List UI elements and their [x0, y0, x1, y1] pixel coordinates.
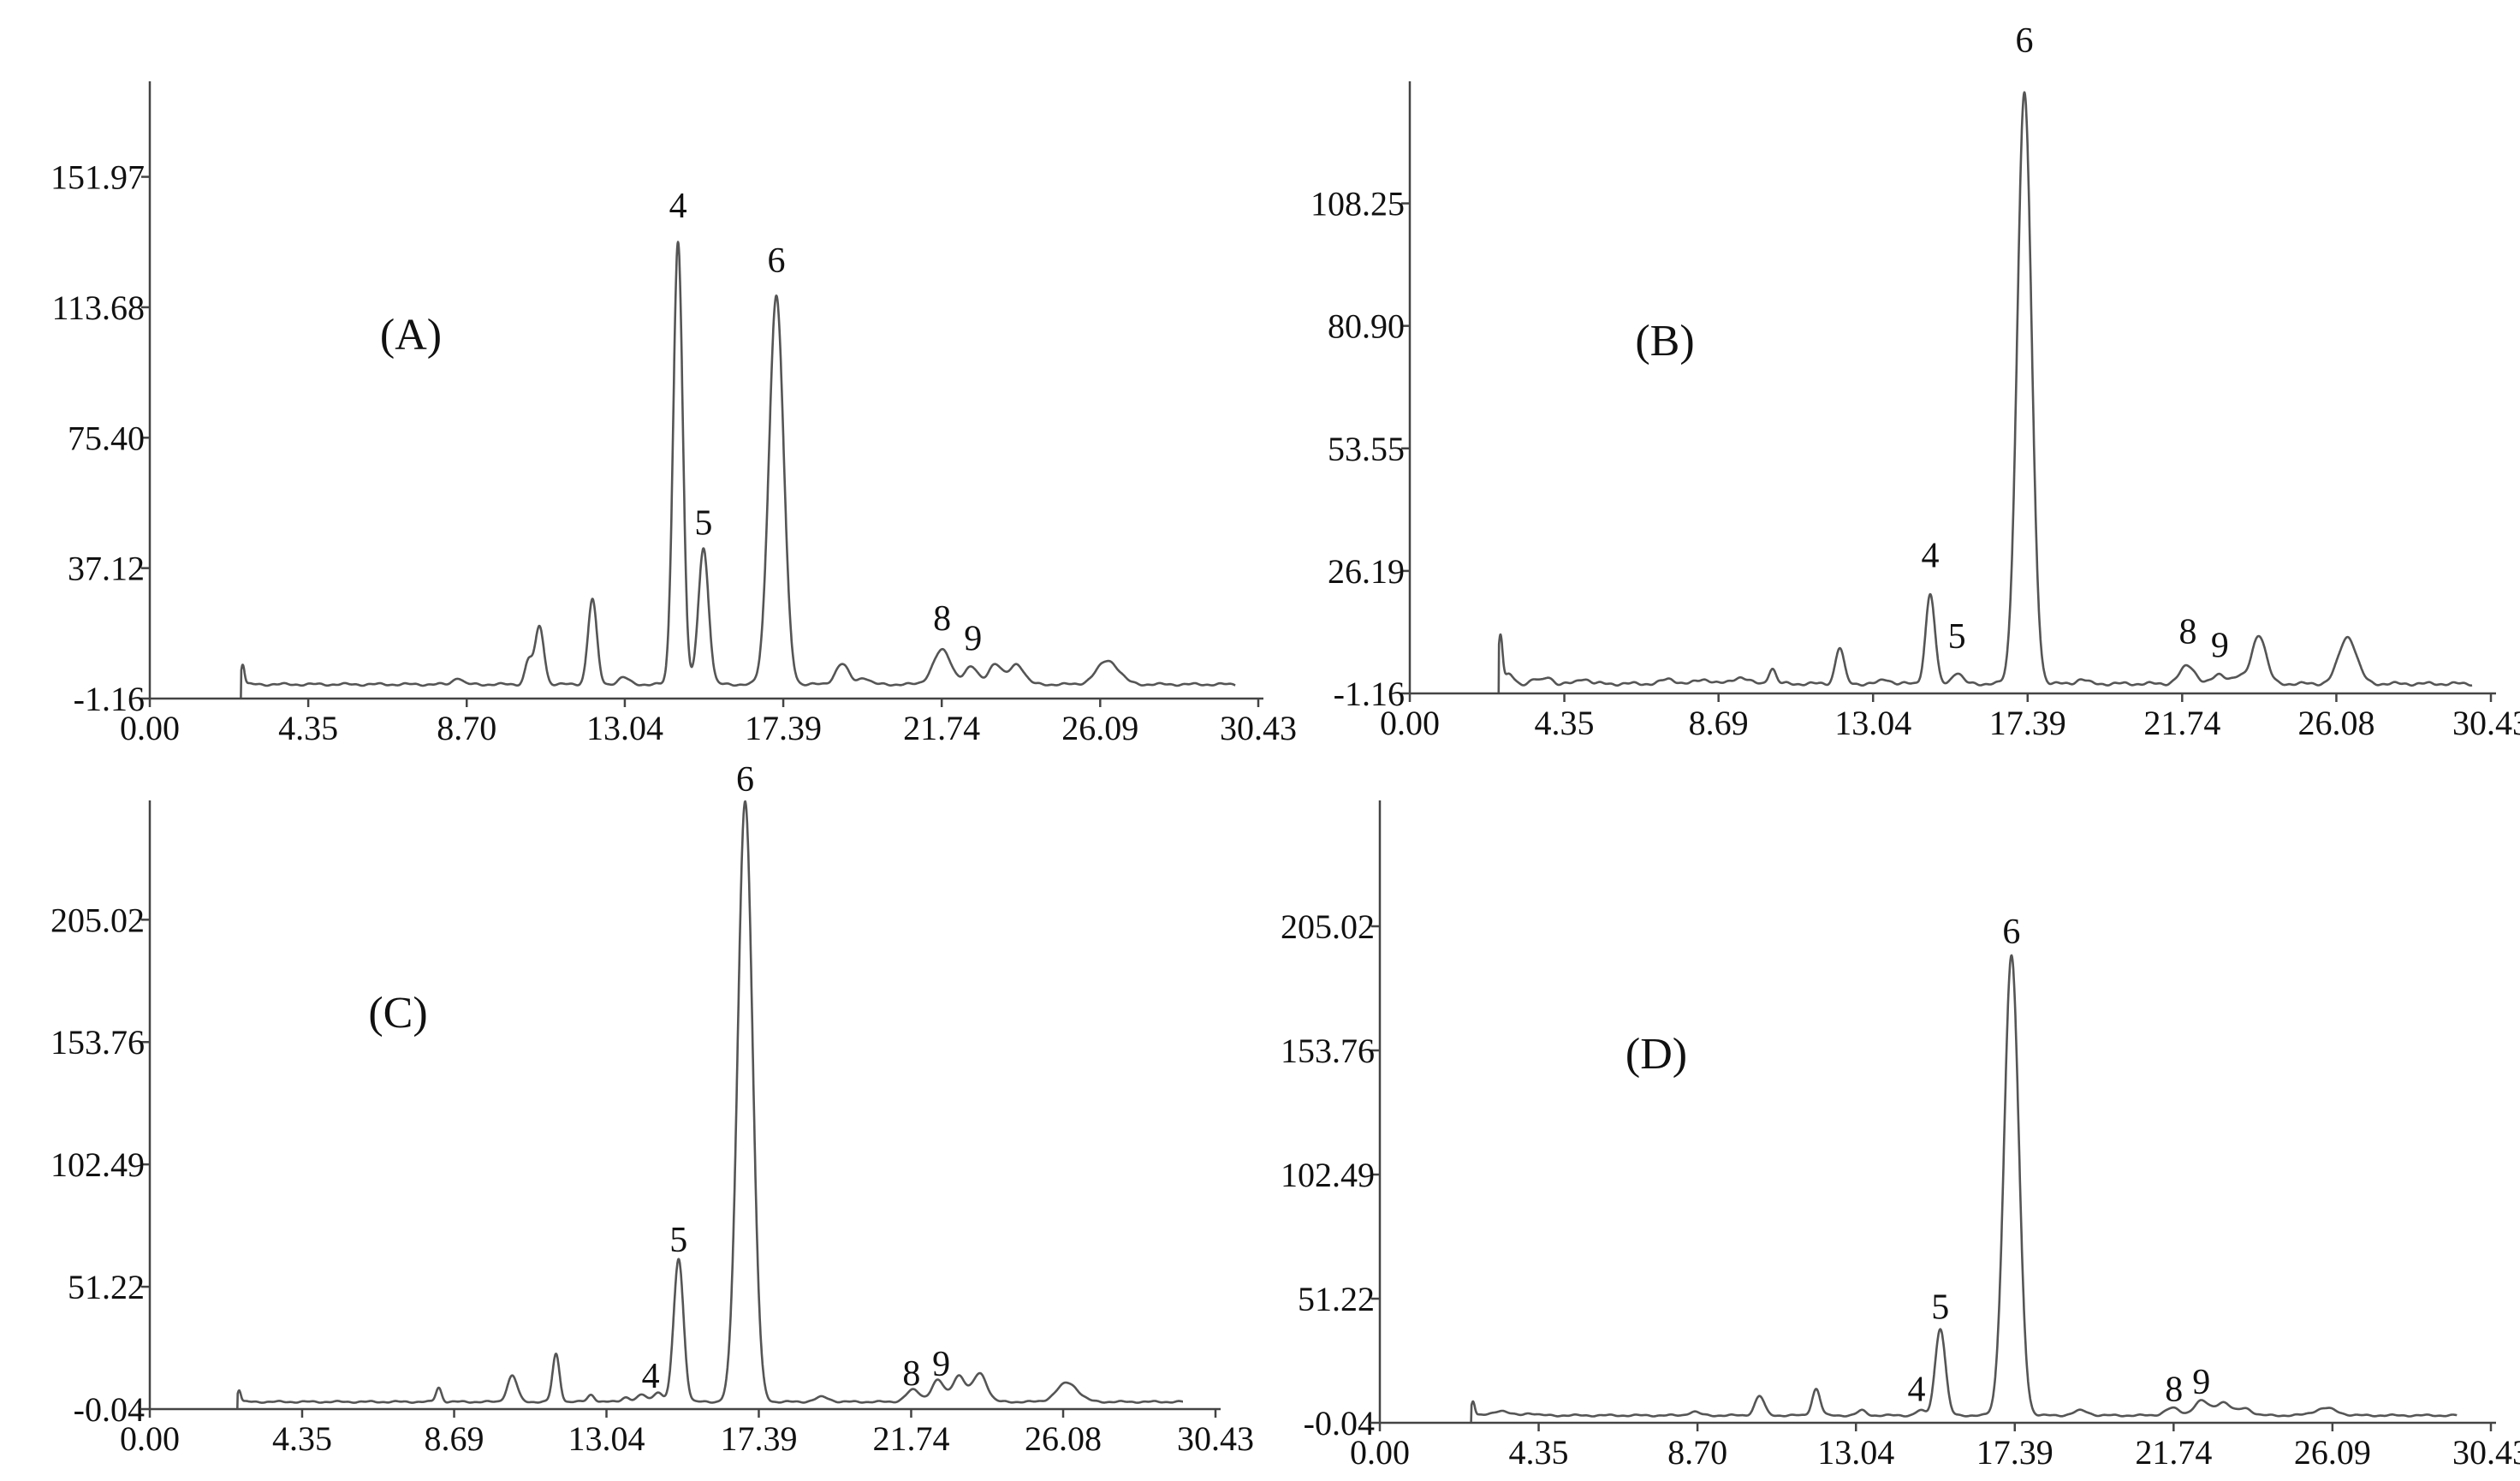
peak-label: 8 — [2165, 1370, 2183, 1409]
peak-label: 6 — [767, 241, 785, 281]
chromatogram-trace-c — [236, 800, 1184, 1409]
x-tick-label: 21.74 — [872, 1419, 949, 1458]
x-tick-label: 17.39 — [720, 1419, 797, 1458]
peak-label: 5 — [1948, 617, 1966, 657]
x-tick-label: 0.00 — [120, 709, 180, 747]
x-tick-label: 0.00 — [1380, 704, 1440, 742]
peak-label: 9 — [2192, 1363, 2210, 1402]
x-tick-label: 21.74 — [2143, 704, 2220, 742]
x-tick-label: 26.09 — [1061, 709, 1138, 747]
x-tick-label: 30.43 — [2452, 704, 2520, 742]
x-tick-label: 26.09 — [2294, 1433, 2371, 1472]
y-tick-label: 205.02 — [1281, 907, 1375, 946]
y-tick-label: 75.40 — [68, 419, 145, 457]
panel-label-c: (C) — [368, 989, 427, 1038]
x-tick-label: 8.70 — [1667, 1433, 1727, 1472]
y-tick-label: 51.22 — [68, 1268, 145, 1306]
y-tick-label: -1.16 — [1334, 675, 1405, 713]
x-tick-label: 30.43 — [1177, 1419, 1254, 1458]
x-tick-label: 30.43 — [1220, 709, 1297, 747]
x-tick-label: 13.04 — [1834, 704, 1911, 742]
peak-label: 4 — [1908, 1370, 1926, 1409]
peak-label: 6 — [2016, 21, 2034, 61]
y-tick-label: 37.12 — [68, 550, 145, 588]
peak-label: 8 — [2178, 613, 2196, 652]
y-tick-label: 80.90 — [1328, 307, 1405, 346]
chromatogram-panel-b: 0.00 4.35 8.69 13.04 17.39 21.74 26.08 30.43 -1.… — [1311, 21, 2520, 742]
x-tick-label: 8.70 — [437, 709, 496, 747]
panel-label-a: (A) — [380, 311, 442, 360]
x-tick-label: 8.69 — [425, 1419, 484, 1458]
y-tick-label: 153.76 — [1281, 1032, 1375, 1070]
chromatogram-trace-d — [1470, 954, 2458, 1423]
x-tick-label: 17.39 — [745, 709, 822, 747]
x-tick-label: 13.04 — [1817, 1433, 1894, 1472]
peak-label: 4 — [642, 1357, 660, 1396]
panel-label-d: (D) — [1626, 1030, 1687, 1079]
chromatogram-trace-b — [1497, 91, 2473, 693]
x-tick-label: 4.35 — [272, 1419, 332, 1458]
x-tick-label: 0.00 — [120, 1419, 180, 1458]
peak-label: 6 — [736, 760, 754, 800]
y-tick-label: -0.04 — [1304, 1404, 1375, 1442]
y-tick-label: 102.49 — [51, 1145, 145, 1184]
x-tick-label: 21.74 — [2135, 1433, 2212, 1472]
y-tick-label: 151.97 — [51, 158, 145, 197]
x-tick-label: 4.35 — [1535, 704, 1595, 742]
peak-label: 6 — [2002, 913, 2020, 952]
x-tick-label: 0.00 — [1350, 1433, 1410, 1472]
peak-label: 9 — [964, 620, 982, 659]
peak-label: 4 — [669, 187, 687, 226]
x-tick-label: 13.04 — [568, 1419, 645, 1458]
y-tick-label: 108.25 — [1311, 185, 1405, 223]
y-tick-label: 53.55 — [1328, 430, 1405, 468]
chromatogram-panel-d: 0.00 4.35 8.70 13.04 17.39 21.74 26.09 30.43 -0.… — [1281, 800, 2520, 1472]
x-tick-label: 26.08 — [1025, 1419, 1102, 1458]
peak-label: 8 — [902, 1354, 920, 1394]
chromatogram-trace-a — [240, 241, 1236, 699]
peak-label: 8 — [933, 599, 951, 639]
y-tick-label: 51.22 — [1298, 1280, 1375, 1318]
y-tick-label: -1.16 — [74, 680, 145, 718]
y-tick-label: 113.68 — [51, 288, 145, 327]
chromatogram-panel-c: 0.00 4.35 8.69 13.04 17.39 21.74 26.08 30.43 -0.… — [51, 760, 1254, 1458]
x-tick-label: 17.39 — [1976, 1433, 2053, 1472]
peak-label: 9 — [932, 1345, 950, 1384]
chromatogram-panel-a: 0.00 4.35 8.70 13.04 17.39 21.74 26.09 30.43 -1.… — [51, 81, 1297, 747]
peak-label: 5 — [694, 503, 712, 543]
x-tick-label: 8.69 — [1689, 704, 1749, 742]
peak-label: 4 — [1922, 537, 1940, 576]
x-tick-label: 26.08 — [2297, 704, 2374, 742]
x-tick-label: 17.39 — [1989, 704, 2066, 742]
y-tick-label: 26.19 — [1328, 552, 1405, 591]
panel-label-b: (B) — [1635, 317, 1694, 366]
x-tick-label: 4.35 — [278, 709, 338, 747]
peak-label: 9 — [2211, 626, 2229, 665]
x-tick-label: 21.74 — [903, 709, 980, 747]
y-tick-label: 205.02 — [51, 901, 145, 939]
y-tick-label: 153.76 — [51, 1023, 145, 1062]
x-tick-label: 4.35 — [1509, 1433, 1569, 1472]
peak-label: 5 — [1931, 1288, 1949, 1327]
x-tick-label: 30.43 — [2452, 1433, 2520, 1472]
x-tick-label: 13.04 — [586, 709, 663, 747]
y-tick-label: 102.49 — [1281, 1156, 1375, 1194]
peak-label: 5 — [669, 1221, 687, 1260]
y-tick-label: -0.04 — [74, 1390, 145, 1429]
